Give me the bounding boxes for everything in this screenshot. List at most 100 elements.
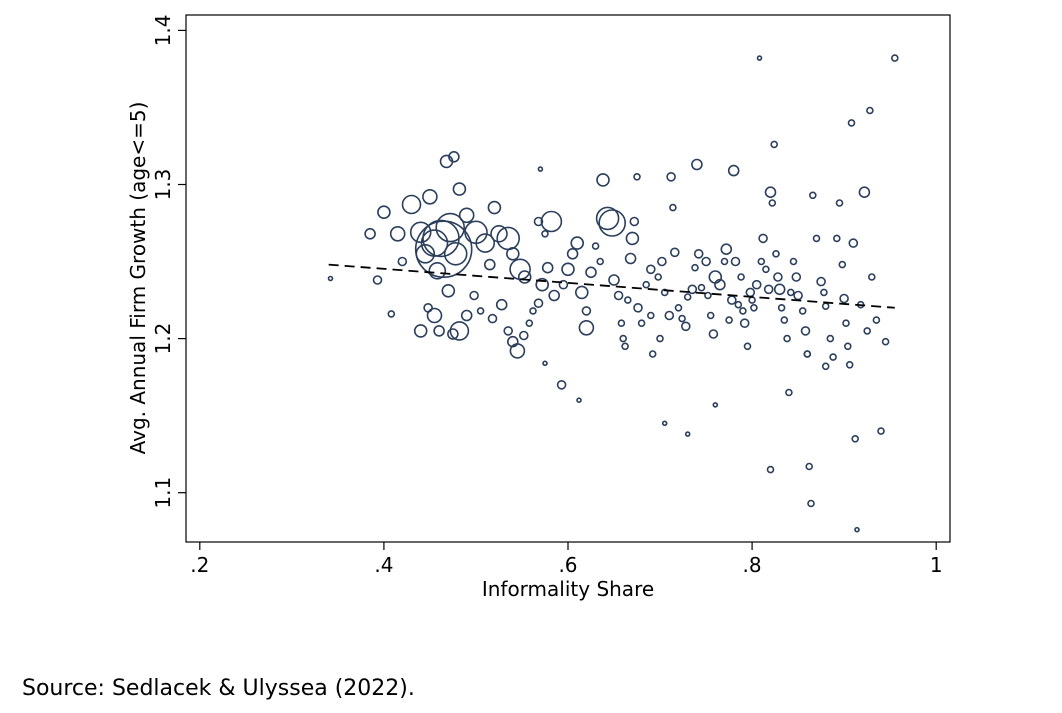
data-point [835, 199, 844, 207]
data-point [581, 306, 592, 316]
data-point [566, 248, 579, 260]
data-point [533, 216, 544, 227]
x-tick-label: 1 [930, 553, 943, 577]
data-point [826, 334, 835, 343]
x-axis: .2 .4 .6 .8 1 [190, 542, 943, 577]
data-point [556, 379, 567, 390]
data-point [734, 300, 743, 309]
data-point [678, 314, 686, 323]
data-point [487, 313, 498, 324]
data-point [645, 264, 656, 275]
data-point [449, 321, 470, 341]
data-point [535, 277, 550, 292]
data-point [764, 186, 777, 198]
data-point [845, 360, 854, 369]
data-point [661, 420, 668, 427]
data-point [377, 205, 391, 219]
data-point [447, 328, 459, 340]
data-point [727, 164, 740, 177]
data-point [789, 257, 798, 266]
data-point [793, 290, 803, 301]
data-point [505, 247, 520, 261]
data-point [881, 337, 890, 346]
data-point [858, 186, 871, 198]
data-point [773, 272, 783, 282]
data-point [476, 307, 485, 315]
data-point [720, 243, 733, 255]
data-point [490, 225, 508, 243]
data-point [591, 242, 600, 250]
data-points [327, 54, 899, 533]
data-point [561, 262, 575, 277]
data-point [768, 199, 777, 207]
data-point [460, 309, 473, 322]
data-point [808, 191, 817, 200]
data-point [541, 261, 554, 274]
data-point [657, 256, 667, 267]
data-point [687, 284, 698, 295]
data-point [708, 329, 719, 339]
data-point [780, 316, 789, 324]
data-point [654, 273, 663, 281]
data-point [783, 334, 791, 343]
data-point [503, 326, 514, 336]
data-point [800, 326, 811, 336]
data-point [364, 228, 376, 240]
data-point [387, 310, 396, 318]
data-point [487, 200, 502, 215]
data-point [518, 330, 529, 341]
data-point [623, 296, 632, 304]
data-point [578, 319, 595, 336]
data-point [548, 289, 561, 302]
x-tick-label: .4 [374, 553, 393, 577]
data-point [483, 258, 496, 271]
data-point [867, 273, 876, 281]
x-axis-title: Informality Share [482, 577, 654, 601]
data-point [737, 273, 745, 281]
data-point [821, 362, 830, 371]
data-point [725, 316, 733, 324]
data-point [608, 274, 620, 286]
data-point [691, 263, 699, 272]
data-point [533, 298, 544, 309]
data-point [851, 434, 860, 443]
y-tick-label: 1.1 [151, 477, 175, 509]
data-point [766, 465, 775, 474]
data-point [816, 276, 826, 287]
data-point [803, 350, 812, 358]
data-point [720, 257, 729, 266]
data-point [475, 233, 496, 253]
data-point [866, 106, 874, 115]
data-point [637, 319, 646, 328]
data-point [820, 288, 828, 297]
x-tick-label: .6 [558, 553, 577, 577]
data-point [863, 327, 872, 335]
data-point [422, 189, 438, 205]
data-point [829, 353, 837, 361]
data-point [704, 291, 712, 300]
data-point [714, 278, 726, 291]
data-point [770, 140, 779, 149]
data-point [433, 325, 445, 337]
y-axis: 1.1 1.2 1.3 1.4 [151, 15, 186, 509]
data-point [890, 54, 899, 62]
data-point [537, 166, 544, 172]
data-point [842, 319, 850, 328]
data-point [773, 283, 786, 296]
data-point [669, 247, 680, 258]
source-note: Source: Sedlacek & Ulyssea (2022). [22, 676, 415, 701]
data-point [756, 55, 763, 61]
data-point [327, 275, 334, 282]
data-point [701, 256, 711, 267]
data-point [389, 226, 406, 242]
data-point [509, 343, 526, 359]
data-point [617, 319, 626, 328]
data-point [441, 283, 456, 298]
data-point [674, 303, 683, 312]
data-point [574, 285, 589, 300]
data-point [596, 257, 605, 266]
data-point [656, 334, 664, 343]
data-point [739, 307, 747, 315]
x-tick-label: .8 [743, 553, 762, 577]
data-point [625, 231, 640, 246]
